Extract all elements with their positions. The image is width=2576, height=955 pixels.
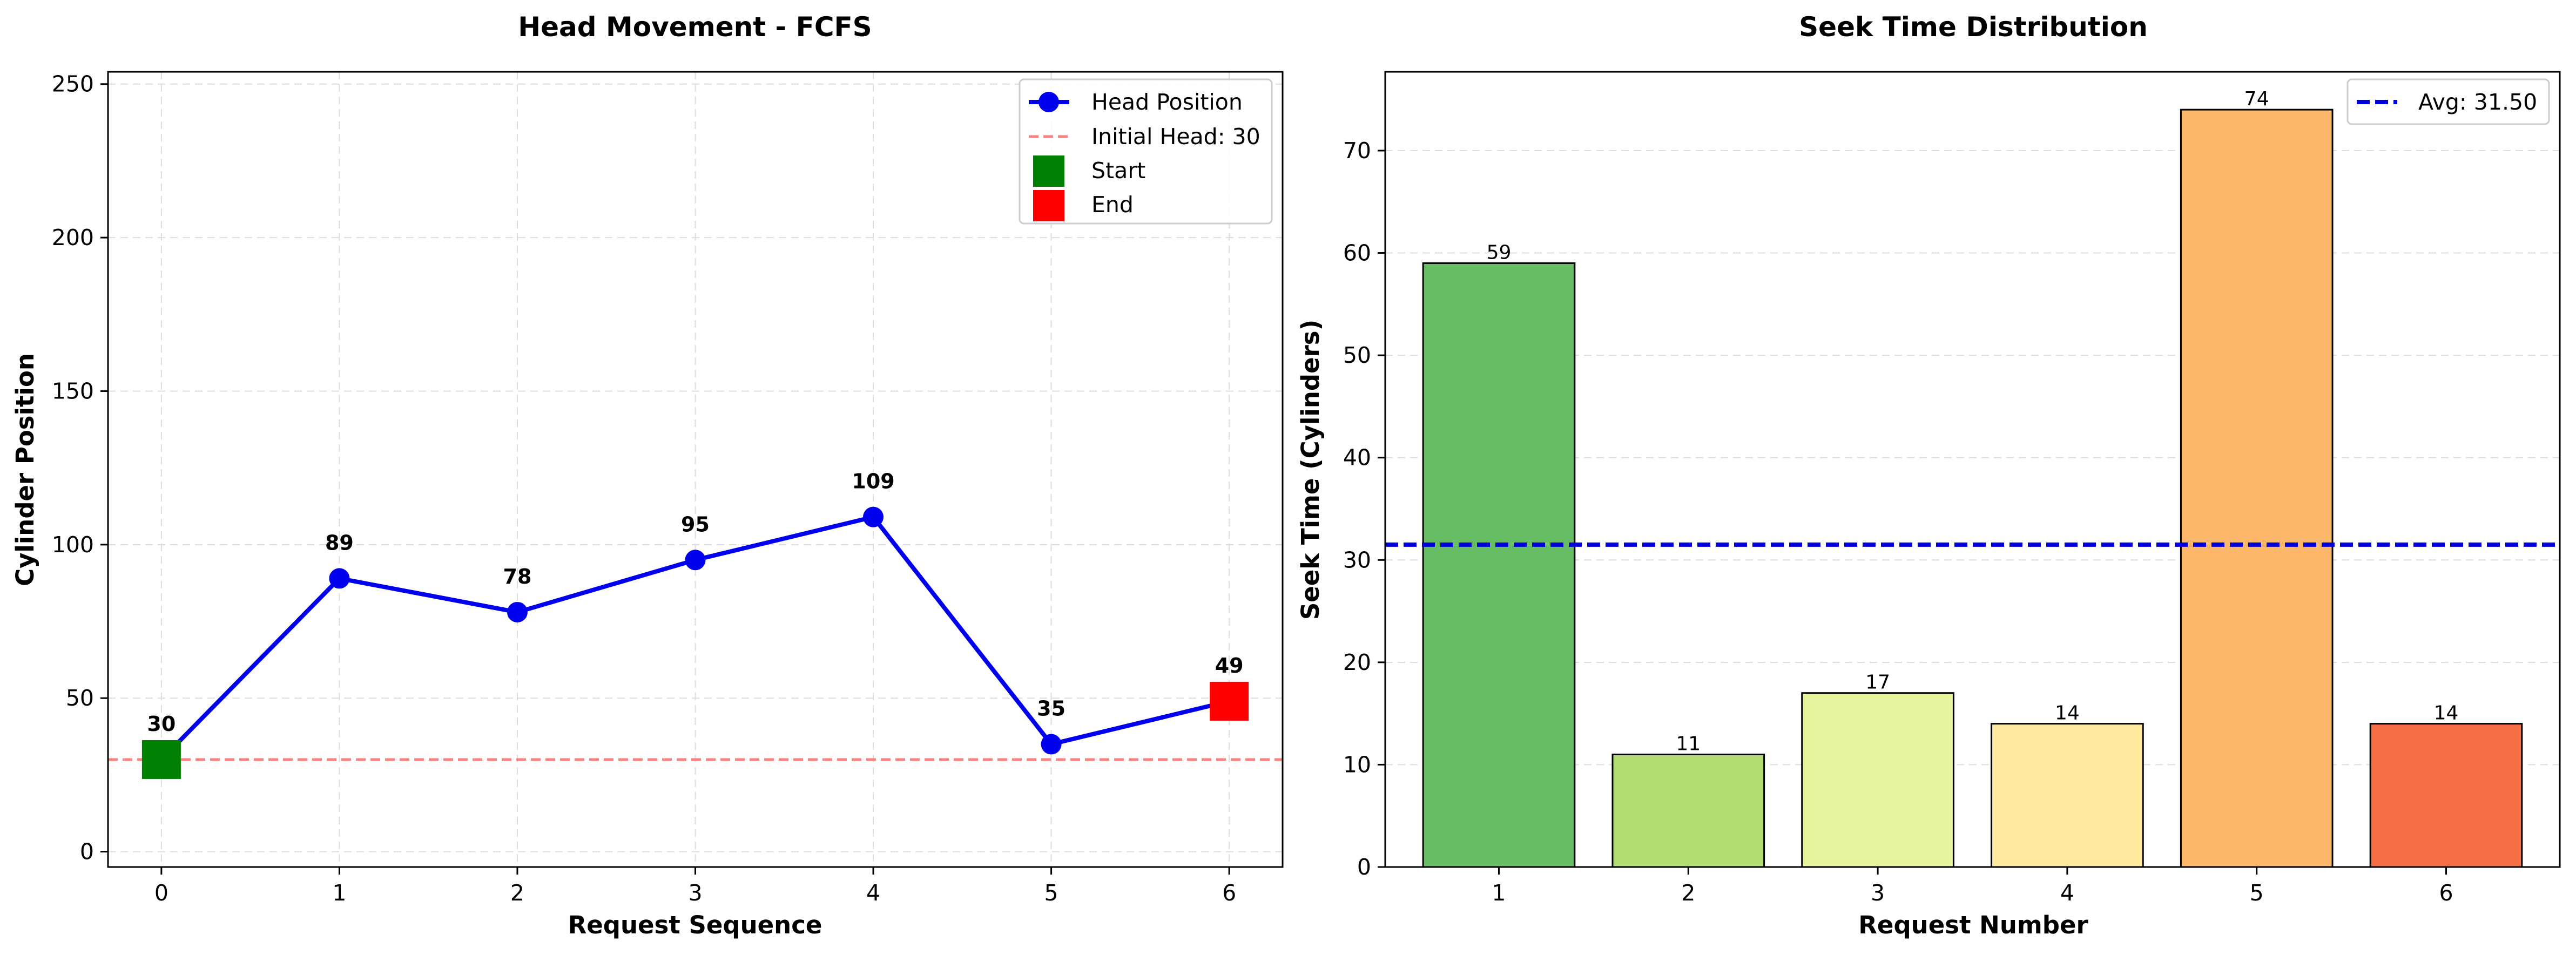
right-legend: Avg: 31.50 [2346, 78, 2550, 125]
right-x-ticks: 1 2 3 4 5 6 [1492, 867, 2453, 906]
legend-head-position-label: Head Position [1091, 89, 1243, 115]
left-x-tick-label: 6 [1222, 880, 1236, 906]
head-position-data-label: 95 [681, 512, 710, 536]
seek-time-bar [1991, 723, 2144, 868]
right-y-tick-label: 40 [1343, 445, 1371, 471]
seek-time-data-label: 14 [2055, 702, 2080, 724]
seek-time-bar [1801, 692, 1954, 868]
head-position-data-label: 35 [1037, 697, 1066, 721]
right-y-tick-label: 0 [1357, 854, 1371, 880]
head-position-point [507, 601, 528, 622]
left-y-ticks: 0 50 100 150 200 250 [52, 71, 108, 865]
right-chart-title: Seek Time Distribution [1799, 11, 2148, 43]
left-x-tick-label: 0 [154, 880, 168, 906]
head-position-data-label: 49 [1215, 654, 1244, 678]
seek-time-bar [2369, 723, 2523, 868]
right-chart: Seek Time Distribution 59 11 17 14 74 14 1 2 3 4… [1296, 11, 2561, 939]
right-legend-box [2346, 78, 2550, 125]
legend-end-square-icon [1033, 190, 1064, 221]
right-x-tick-label: 2 [1681, 880, 1695, 906]
right-y-ticks: 0 10 20 30 40 50 60 70 [1343, 138, 1385, 880]
right-y-tick-label: 20 [1343, 649, 1371, 675]
left-legend-box [1019, 78, 1273, 225]
left-y-tick-label: 200 [52, 225, 94, 250]
left-x-tick-label: 3 [688, 880, 702, 906]
seek-time-bar [1611, 753, 1765, 868]
left-y-tick-label: 100 [52, 532, 94, 558]
head-position-data-label: 78 [503, 565, 532, 588]
seek-time-data-label: 17 [1865, 672, 1890, 694]
left-y-tick-label: 150 [52, 378, 94, 404]
right-y-tick-label: 30 [1343, 547, 1371, 573]
head-position-point [863, 506, 884, 527]
left-x-axis-label: Request Sequence [568, 911, 822, 939]
legend-head-marker-icon [1039, 92, 1059, 112]
left-x-tick-label: 5 [1044, 880, 1058, 906]
left-y-tick-label: 250 [52, 71, 94, 97]
seek-time-data-label: 11 [1676, 733, 1701, 755]
right-x-tick-label: 3 [1871, 880, 1885, 906]
left-y-axis-label: Cylinder Position [11, 353, 39, 586]
left-x-tick-label: 4 [866, 880, 880, 906]
right-y-tick-label: 70 [1343, 138, 1371, 164]
right-y-axis-label: Seek Time (Cylinders) [1296, 320, 1325, 620]
head-position-data-label: 89 [325, 531, 354, 554]
left-chart-title: Head Movement - FCFS [518, 11, 872, 43]
right-x-tick-label: 5 [2250, 880, 2264, 906]
head-position-data-label: 109 [852, 470, 894, 493]
right-plot-area: 59 11 17 14 74 14 [1422, 88, 2523, 868]
seek-time-bar [1422, 262, 1576, 868]
head-position-point [329, 568, 350, 589]
seek-time-data-label: 14 [2434, 702, 2459, 724]
head-position-point [1041, 734, 1062, 755]
legend-start-label: Start [1091, 158, 1145, 184]
legend-end-label: End [1091, 192, 1134, 218]
right-x-axis-label: Request Number [1858, 911, 2088, 939]
seek-time-data-label: 59 [1487, 242, 1512, 264]
right-y-tick-label: 60 [1343, 240, 1371, 266]
legend-initial-head-label: Initial Head: 30 [1091, 124, 1260, 150]
left-x-tick-label: 1 [332, 880, 346, 906]
seek-time-bar [2180, 109, 2334, 868]
right-x-tick-label: 6 [2439, 880, 2453, 906]
left-x-tick-label: 2 [510, 880, 524, 906]
left-x-ticks: 0 1 2 3 4 5 6 [154, 867, 1236, 906]
end-marker [1210, 681, 1249, 721]
left-legend: Head Position Initial Head: 30 Start End [1019, 78, 1273, 225]
seek-time-data-label: 74 [2244, 88, 2269, 110]
left-y-tick-label: 50 [66, 685, 94, 711]
right-y-tick-label: 50 [1343, 342, 1371, 368]
head-position-point [685, 550, 706, 571]
legend-avg-label: Avg: 31.50 [2418, 89, 2537, 115]
legend-start-square-icon [1033, 155, 1064, 187]
right-x-tick-label: 1 [1492, 880, 1506, 906]
left-y-tick-label: 0 [80, 839, 94, 865]
start-marker [141, 740, 181, 779]
right-y-tick-label: 10 [1343, 751, 1371, 777]
right-x-tick-label: 4 [2060, 880, 2074, 906]
left-plot-area: 30 89 78 95 109 35 49 [141, 470, 1249, 779]
right-axes-frame [1384, 71, 2561, 868]
head-position-data-label: 30 [147, 712, 176, 736]
